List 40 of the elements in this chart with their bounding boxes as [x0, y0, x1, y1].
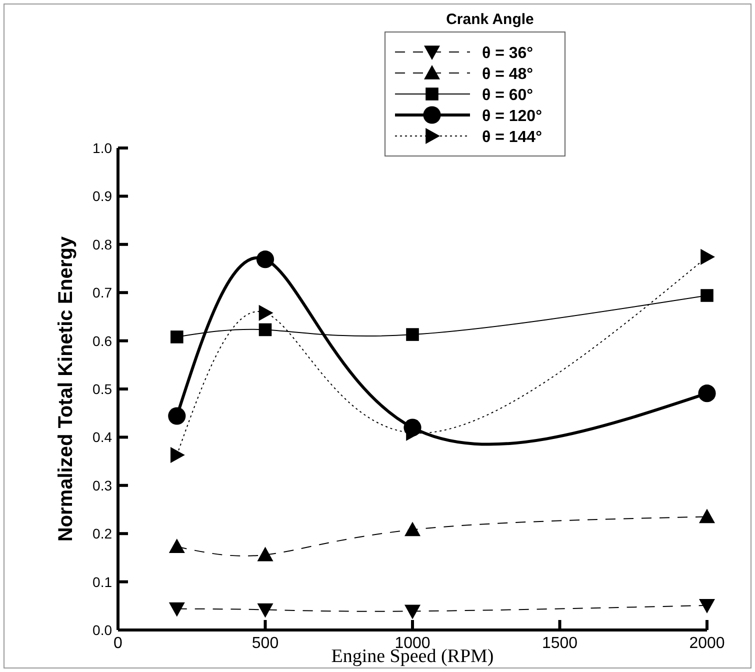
point	[404, 604, 420, 620]
point	[168, 538, 185, 554]
point	[698, 384, 716, 402]
point	[168, 602, 185, 617]
x-tick-label: 1500	[542, 635, 578, 652]
y-tick-label: 0.0	[92, 622, 112, 638]
y-tick-label: 0.3	[92, 477, 112, 494]
x-tick-label: 500	[252, 635, 279, 652]
legend-label: θ = 36°	[482, 45, 534, 62]
y-tick-label: 0.2	[92, 526, 112, 542]
legend-label: θ = 48°	[482, 66, 534, 83]
point	[406, 328, 419, 341]
y-tick-label: 0.1	[92, 574, 112, 590]
y-tick-label: 0.7	[92, 284, 112, 301]
point	[168, 407, 186, 425]
legend-title: Crank Angle	[446, 11, 534, 28]
y-tick-label: 0.6	[92, 332, 112, 349]
point	[258, 323, 272, 336]
x-tick-label: 0	[114, 635, 123, 652]
point	[700, 289, 714, 302]
point	[170, 330, 184, 344]
legend-label: θ = 120°	[482, 108, 542, 125]
point	[257, 546, 274, 562]
x-tick-label: 2000	[689, 635, 725, 652]
point	[699, 599, 715, 614]
y-tick-label: 0.8	[92, 236, 112, 252]
point	[404, 522, 420, 536]
y-tick-label: 0.5	[92, 381, 112, 397]
legend-label: θ = 60°	[482, 87, 534, 104]
y-tick-label: 0.4	[92, 429, 112, 446]
point	[700, 248, 715, 265]
legend-label: θ = 144°	[482, 129, 542, 146]
point	[257, 603, 274, 618]
y-tick-label: 1.0	[92, 140, 112, 156]
point	[699, 508, 715, 524]
point	[170, 447, 185, 464]
y-tick-label: 0.9	[92, 188, 112, 204]
point	[258, 304, 274, 321]
point	[256, 250, 274, 268]
y-axis-title: Normalized Total Kinetic Energy	[55, 236, 77, 542]
